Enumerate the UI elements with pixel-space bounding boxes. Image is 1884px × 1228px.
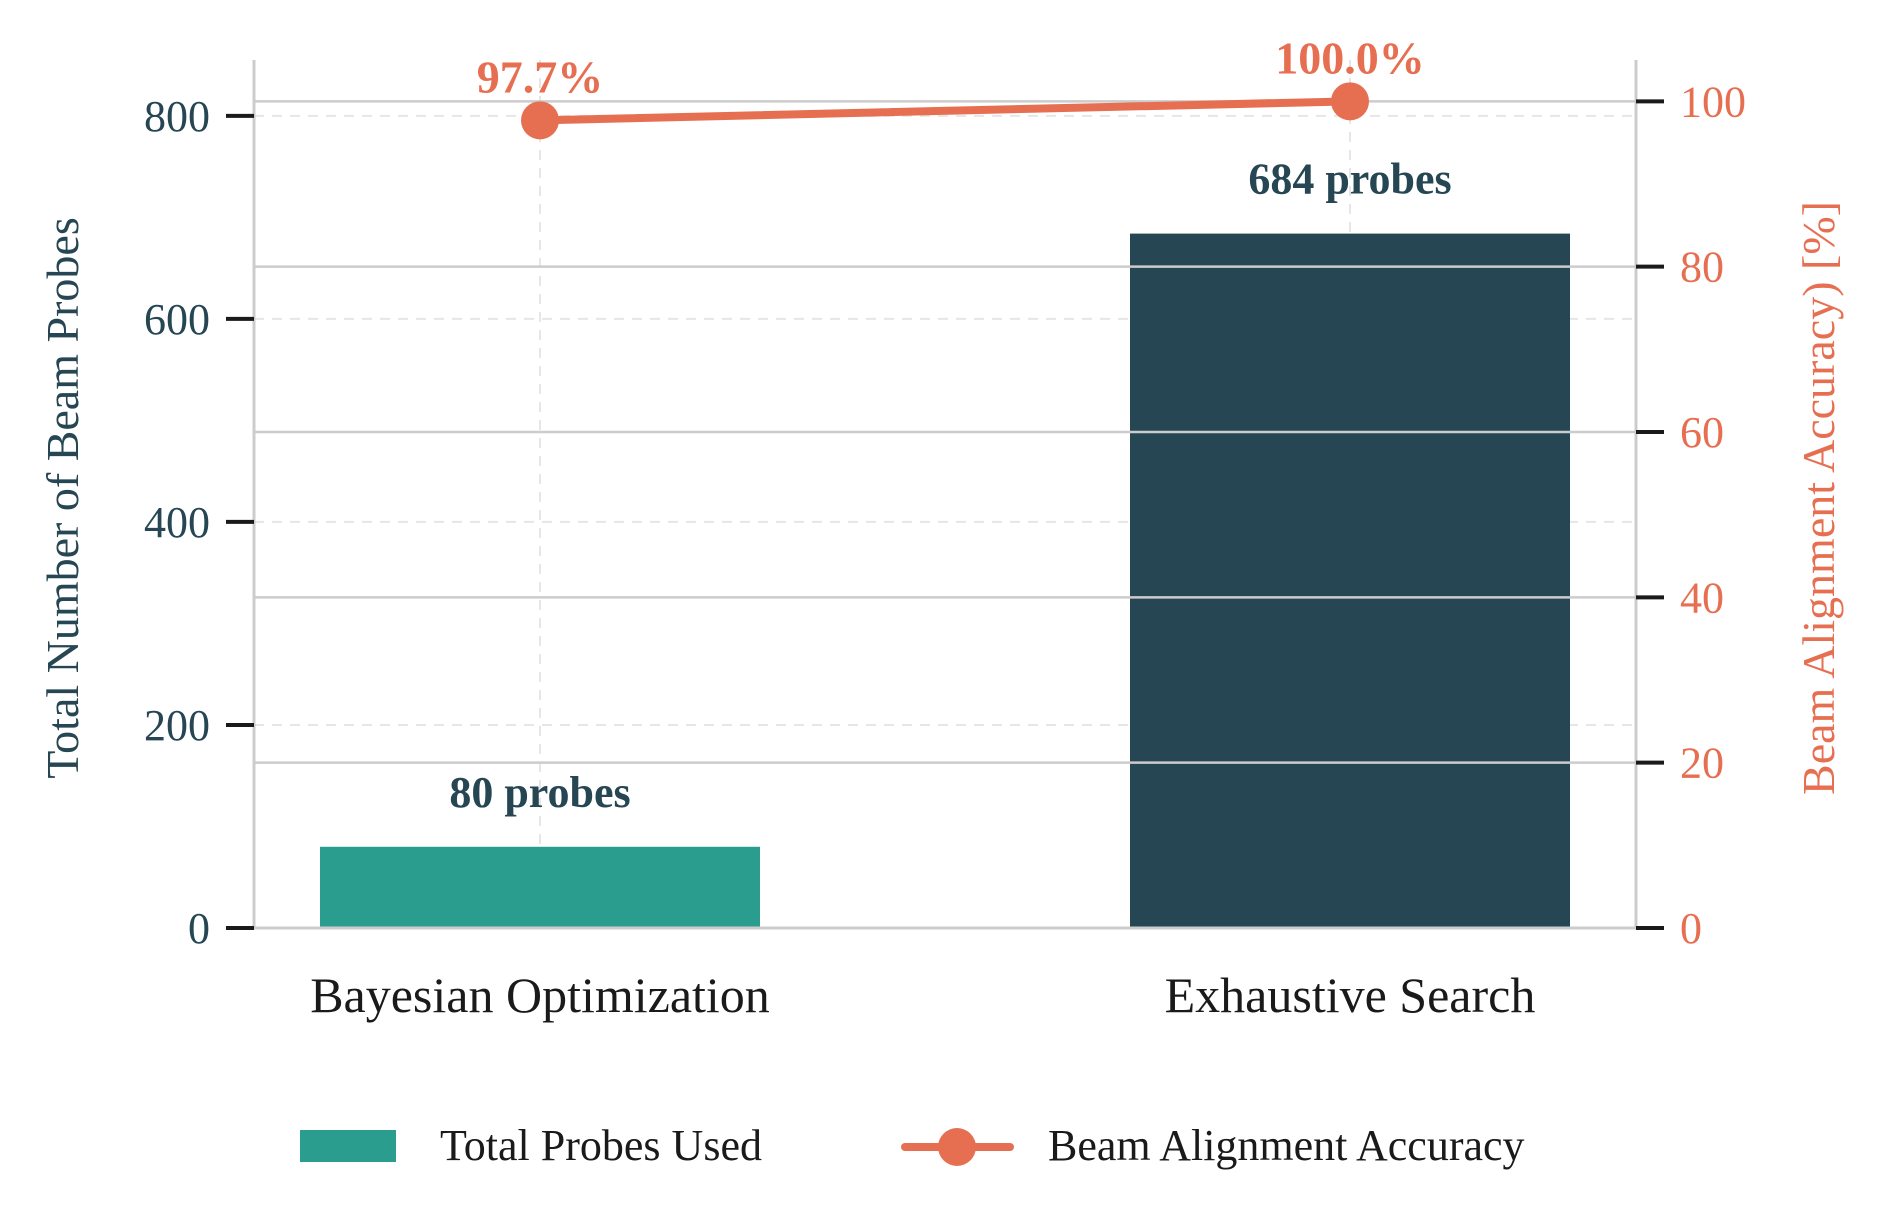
legend: Total Probes Used Beam Alignment Accurac… bbox=[300, 1121, 1525, 1170]
bar-0 bbox=[320, 846, 760, 928]
y-axis-title-right: Beam Alignment Accuracy) [%] bbox=[1793, 201, 1844, 795]
bar-value-label-1: 684 probes bbox=[1248, 155, 1451, 204]
legend-label-probes: Total Probes Used bbox=[440, 1121, 762, 1170]
y-tick-label-left-1: 200 bbox=[144, 701, 210, 750]
y-axis-title-left: Total Number of Beam Probes bbox=[37, 217, 88, 778]
legend-swatch-probes bbox=[300, 1130, 396, 1162]
y-tick-label-right-2: 40 bbox=[1680, 573, 1724, 622]
x-tick-label-1: Exhaustive Search bbox=[1165, 967, 1536, 1023]
legend-label-accuracy: Beam Alignment Accuracy bbox=[1048, 1121, 1525, 1170]
bar-value-label-0: 80 probes bbox=[449, 768, 630, 817]
y-tick-label-right-0: 0 bbox=[1680, 904, 1702, 953]
bar-1 bbox=[1130, 233, 1570, 929]
line-layer bbox=[521, 82, 1369, 140]
labels-layer: 80 probes 684 probes 97.7% 100.0% bbox=[449, 32, 1451, 816]
accuracy-marker-1 bbox=[1331, 82, 1369, 121]
y-tick-label-right-3: 60 bbox=[1680, 408, 1724, 457]
axes-layer: 0 200 400 600 800 0 20 40 60 80 100 Bayesian Optimi… bbox=[144, 60, 1746, 1023]
y-tick-label-right-1: 20 bbox=[1680, 739, 1724, 788]
y-tick-label-left-0: 0 bbox=[188, 904, 210, 953]
legend-marker-accuracy bbox=[938, 1128, 976, 1166]
y-tick-label-right-4: 80 bbox=[1680, 243, 1724, 292]
x-tick-label-0: Bayesian Optimization bbox=[310, 967, 770, 1023]
accuracy-marker-0 bbox=[521, 101, 559, 140]
accuracy-line bbox=[536, 97, 1354, 125]
y-tick-label-left-3: 600 bbox=[144, 295, 210, 344]
y-tick-label-left-4: 800 bbox=[144, 92, 210, 141]
y-tick-label-right-5: 100 bbox=[1680, 77, 1746, 126]
bars-layer bbox=[320, 233, 1570, 929]
y-tick-label-left-2: 400 bbox=[144, 498, 210, 547]
accuracy-value-label-0: 97.7% bbox=[477, 51, 604, 102]
accuracy-value-label-1: 100.0% bbox=[1275, 32, 1425, 83]
